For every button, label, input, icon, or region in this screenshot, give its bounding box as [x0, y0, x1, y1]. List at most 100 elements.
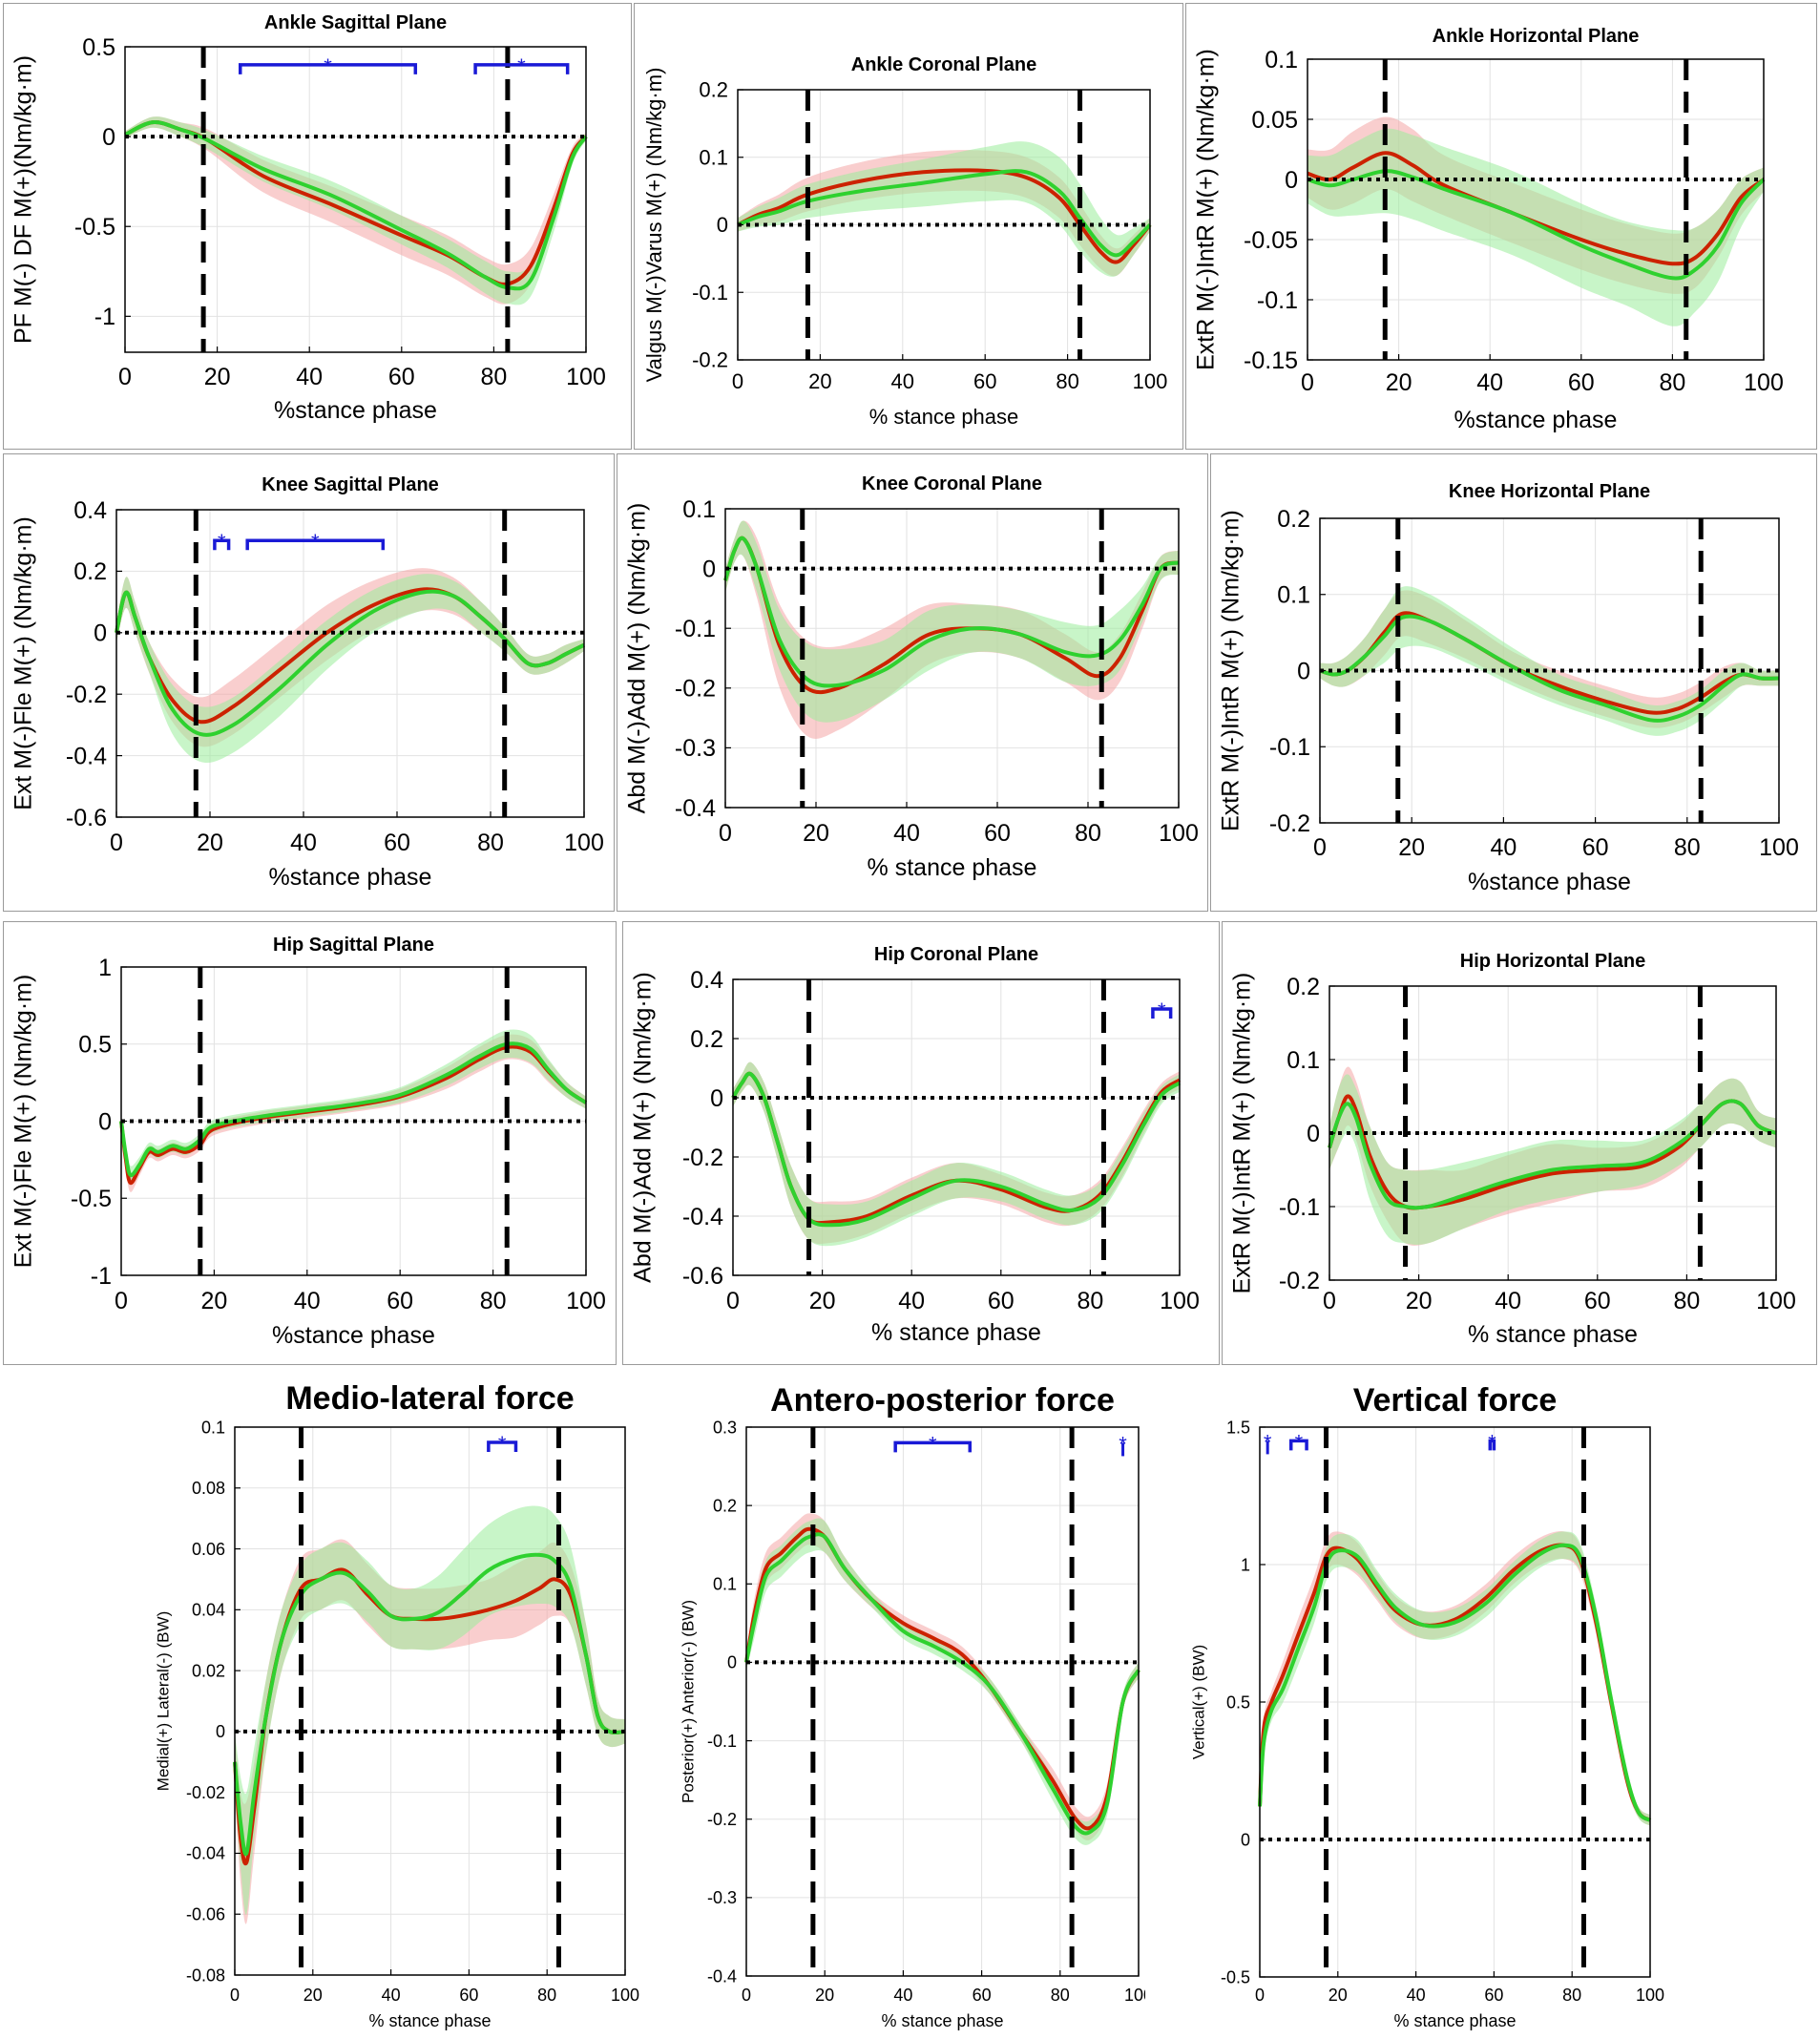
- x-tick-label: 40: [1407, 1986, 1426, 2005]
- significance-bracket: *: [487, 1432, 518, 1456]
- x-tick-label: 60: [1484, 1986, 1503, 2005]
- significance-asterisk: *: [324, 54, 332, 78]
- x-tick-label: 40: [893, 1986, 912, 2005]
- y-tick-label: -0.15: [1244, 347, 1298, 374]
- x-tick-label: 20: [204, 364, 231, 390]
- y-tick-label: 0: [1285, 167, 1298, 194]
- series-line-green: [1328, 1099, 1777, 1210]
- series-line-green: [731, 1071, 1182, 1228]
- y-axis-label: Vertical(+) (BW): [1189, 1645, 1207, 1759]
- y-tick-label: -0.04: [186, 1844, 225, 1863]
- y-tick-label: 0.1: [1277, 582, 1310, 609]
- x-axis-label: %stance phase: [274, 397, 437, 424]
- y-tick-label: -0.1: [1279, 1194, 1320, 1221]
- x-tick-label: 60: [973, 369, 996, 393]
- chart-medio-lateral-force: * 0 20 40 60 80 100 0.1 0.08 0.06 0.04 0.02 0 -0.02 -0…: [154, 1380, 639, 2030]
- chart-title: Ankle Sagittal Plane: [264, 12, 447, 33]
- x-tick-label: 40: [893, 820, 920, 847]
- series-line-red: [744, 1526, 1140, 1831]
- series-line-green: [124, 120, 588, 291]
- y-tick-label: 0.2: [1277, 506, 1310, 533]
- y-tick-label: -0.2: [692, 348, 728, 372]
- x-axis-label: % stance phase: [368, 2011, 491, 2030]
- series-line-green: [1307, 169, 1766, 281]
- axes-box: [124, 46, 587, 353]
- significance-asterisk: *: [1158, 998, 1166, 1022]
- series-line-green: [744, 1532, 1140, 1836]
- y-tick-label: 0.5: [78, 1032, 112, 1059]
- y-axis-label: Medial(+) Lateral(-) (BW): [154, 1611, 172, 1791]
- y-tick-label: 0.4: [690, 967, 723, 994]
- y-tick-label: -0.2: [707, 1810, 737, 1829]
- x-tick-label: 40: [294, 1288, 321, 1314]
- significance-star: *: [1119, 1432, 1127, 1456]
- chart-ankle-horizontal: 0 20 40 60 80 100 0.1 0.05 0 -0.05 -0.1 -0.15 Ankle …: [1193, 26, 1784, 433]
- x-tick-label: 60: [387, 1288, 413, 1314]
- x-tick-label: 100: [1159, 820, 1199, 847]
- y-axis-label: PF M(-) DF M(+)(Nm/kg·m): [10, 55, 37, 344]
- panel-vertical-force: * * * 0 20 40 60 80 100 1.5 1 0.5 0 -0.5 Vertical forc…: [1179, 1375, 1704, 2039]
- panel-ankle-coronal: 0 20 40 60 80 100 0.2 0.1 0 -0.1 -0.2 Ankle Coronal…: [634, 3, 1183, 450]
- y-tick-label: 0: [727, 1653, 737, 1672]
- chart-hip-horizontal: 0 20 40 60 80 100 0.2 0.1 0 -0.1 -0.2 Hip Horizonta…: [1229, 951, 1796, 1348]
- panel-knee-coronal: 0 20 40 60 80 100 0.1 0 -0.1 -0.2 -0.3 -0.4 Knee Cor…: [617, 453, 1208, 912]
- y-axis-label: Abd M(-)Add M(+) (Nm/kg·m): [630, 972, 657, 1283]
- y-tick-label: 0.5: [82, 34, 115, 61]
- y-tick-label: 0.1: [699, 145, 728, 169]
- significance-bracket: *: [473, 54, 570, 78]
- chart-ankle-sagittal: * * 0 20 40 60 80 100 0.5 0 -0.5 -1 Ankle Sagittal P…: [10, 12, 606, 424]
- series-line-green: [1319, 614, 1780, 723]
- chart-title: Ankle Coronal Plane: [851, 54, 1037, 75]
- x-tick-label: 100: [566, 364, 606, 390]
- grid: [234, 1426, 626, 1976]
- significance-bracket: *: [1488, 1430, 1496, 1454]
- y-tick-label: -0.3: [675, 735, 716, 762]
- chart-knee-sagittal: * * 0 20 40 60 80 100 0.4 0.2 0 -0.2 -0.4 -0.6 Knee Sa…: [10, 474, 604, 891]
- x-tick-label: 80: [480, 1288, 507, 1314]
- y-tick-label: -0.1: [707, 1732, 737, 1751]
- x-tick-label: 100: [1124, 1986, 1145, 2005]
- y-tick-label: -1: [94, 304, 115, 330]
- y-tick-label: -0.2: [675, 676, 716, 703]
- y-tick-label: 0.3: [713, 1418, 737, 1437]
- x-tick-label: 100: [566, 1288, 606, 1314]
- y-axis-label: ExtR M(-)IntR M(+) (Nm/kg·m): [1193, 49, 1220, 370]
- series-line-red: [1307, 151, 1766, 266]
- y-tick-label: -0.6: [66, 805, 107, 831]
- y-tick-label: -0.4: [707, 1966, 737, 1986]
- chart-title: Knee Sagittal Plane: [261, 474, 439, 495]
- band-green: [1320, 586, 1779, 736]
- x-tick-label: 60: [384, 830, 410, 856]
- y-tick-label: 0.1: [201, 1418, 225, 1437]
- x-tick-label: 0: [732, 369, 743, 393]
- band-green: [725, 520, 1179, 723]
- x-tick-label: 40: [290, 830, 317, 856]
- x-tick-label: 100: [1756, 1288, 1796, 1314]
- y-tick-label: 0.2: [699, 78, 728, 102]
- y-tick-label: -0.4: [682, 1204, 723, 1230]
- x-axis-label: % stance phase: [869, 405, 1019, 429]
- y-tick-label: 1: [1241, 1555, 1250, 1574]
- series-line-green: [233, 1552, 626, 1857]
- y-tick-label: 0.04: [192, 1601, 225, 1620]
- significance-asterisk: *: [218, 530, 226, 554]
- x-tick-label: 80: [1562, 1986, 1581, 2005]
- band-red: [121, 1034, 586, 1192]
- panel-antero-posterior-force: * * 0 20 40 60 80 100 0.3 0.2 0.1 0 -0.1 -0.2 -0.3 -0.4…: [668, 1375, 1145, 2039]
- significance-asterisk: *: [517, 54, 526, 78]
- y-tick-label: -1: [91, 1263, 112, 1290]
- significance-bracket: *: [893, 1432, 973, 1456]
- x-tick-label: 20: [200, 1288, 227, 1314]
- y-tick-label: -0.4: [66, 743, 107, 769]
- y-tick-label: 0.1: [1287, 1047, 1320, 1074]
- chart-title: Hip Horizontal Plane: [1460, 951, 1645, 972]
- chart-vertical-force: * * * 0 20 40 60 80 100 1.5 1 0.5 0 -0.5 Vertical forc…: [1189, 1382, 1664, 2030]
- y-tick-label: 0.2: [690, 1026, 723, 1053]
- chart-antero-posterior-force: * * 0 20 40 60 80 100 0.3 0.2 0.1 0 -0.1 -0.2 -0.3 -0.4…: [679, 1382, 1145, 2030]
- y-tick-label: -0.2: [682, 1145, 723, 1171]
- x-tick-label: 100: [611, 1986, 639, 2005]
- x-tick-label: 60: [1568, 369, 1595, 396]
- series-line-green: [119, 1041, 588, 1178]
- panel-hip-sagittal: 20 40 60 80 100 0 1 0.5 0 -0.5 -1 Hip Sagittal Plan…: [3, 921, 617, 1365]
- axes-box: [745, 1426, 1140, 1977]
